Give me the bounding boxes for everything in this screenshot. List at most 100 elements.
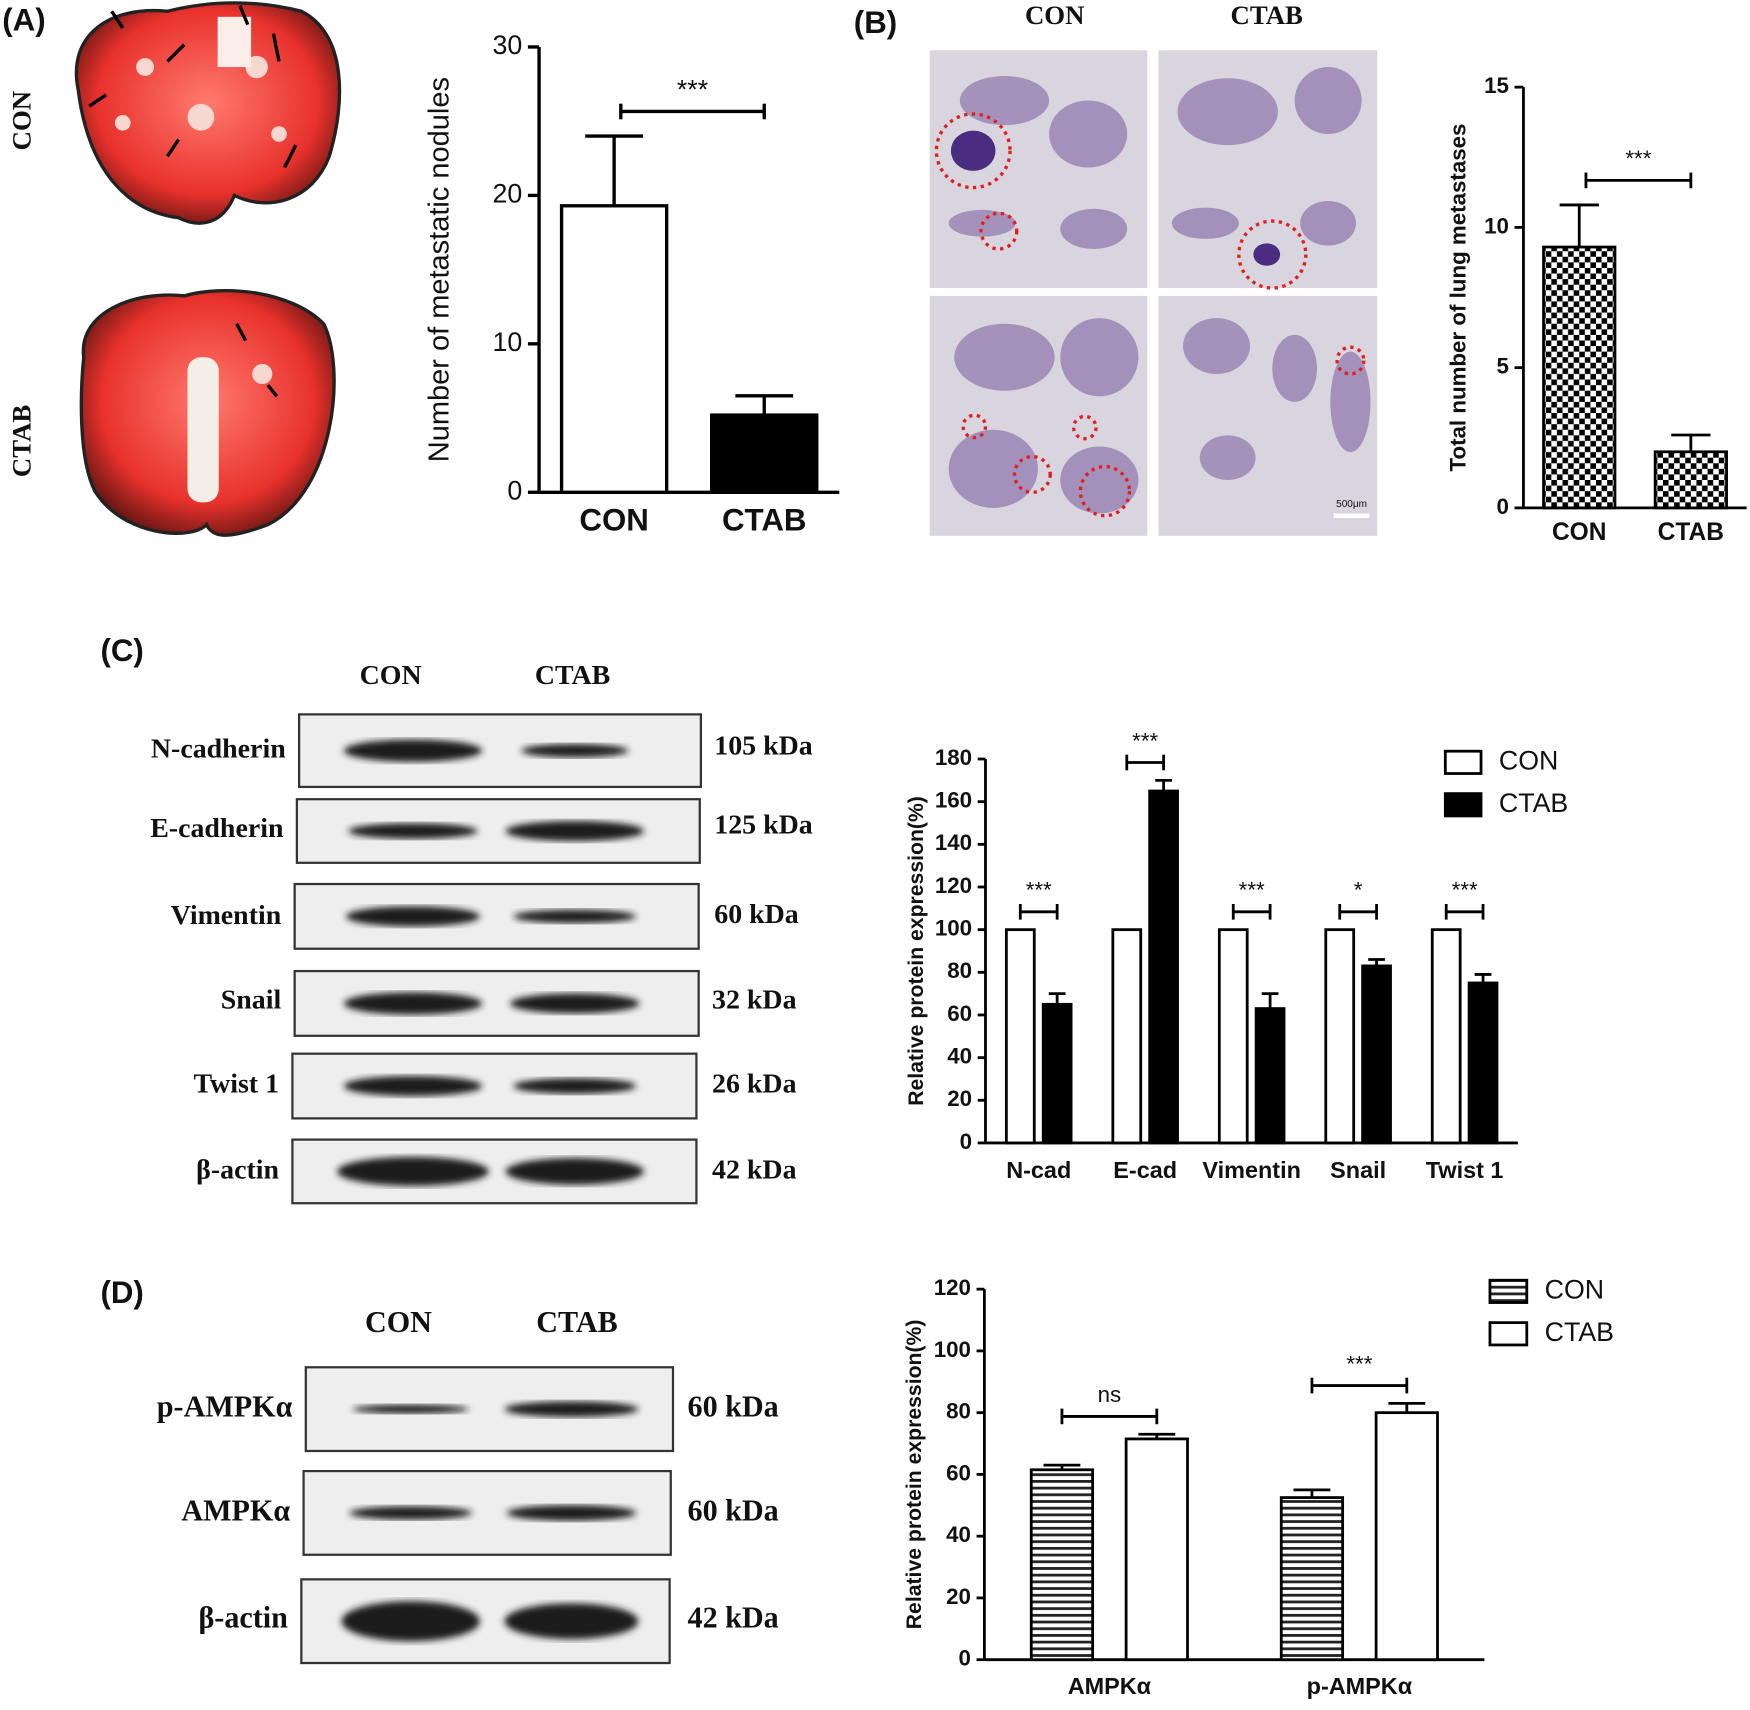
bar bbox=[1111, 928, 1143, 1145]
y-tick-label: 20 bbox=[946, 1584, 971, 1609]
blot-band bbox=[341, 1601, 480, 1642]
molecular-weight: 105 kDa bbox=[714, 730, 812, 761]
blot-band bbox=[513, 909, 637, 924]
lung-photos bbox=[74, 1, 342, 537]
panel-label: (A) bbox=[2, 3, 45, 38]
y-tick-label: 0 bbox=[960, 1129, 972, 1154]
blot-band bbox=[506, 1505, 637, 1521]
bar bbox=[1467, 981, 1499, 1145]
y-tick-label: 100 bbox=[934, 1337, 971, 1362]
x-tick-label: CTAB bbox=[722, 503, 806, 538]
bar bbox=[1279, 1496, 1345, 1662]
y-tick-label: 0 bbox=[1497, 494, 1509, 519]
blot-label: β-actin bbox=[196, 1154, 279, 1185]
column-header: CTAB bbox=[536, 1305, 617, 1339]
y-tick-label: 20 bbox=[947, 1086, 972, 1111]
molecular-weight: 26 kDa bbox=[712, 1068, 797, 1099]
y-axis-label: Relative protein expression(%) bbox=[905, 796, 928, 1106]
significance-label: *** bbox=[1452, 878, 1478, 903]
molecular-weight: 125 kDa bbox=[714, 810, 812, 841]
blot-band bbox=[343, 992, 483, 1015]
molecular-weight: 42 kDa bbox=[688, 1601, 779, 1635]
photo-row-label: CTAB bbox=[7, 405, 37, 478]
x-tick-label: Twist 1 bbox=[1426, 1157, 1504, 1183]
bar bbox=[1324, 928, 1356, 1145]
x-tick-label: Vimentin bbox=[1202, 1157, 1300, 1183]
bar bbox=[1374, 1411, 1439, 1662]
x-tick-label: CON bbox=[1552, 519, 1607, 546]
y-tick-label: 15 bbox=[1484, 73, 1509, 98]
blot-band bbox=[504, 1401, 639, 1417]
significance-label: ns bbox=[1098, 1382, 1122, 1407]
blot-label: E-cadherin bbox=[150, 813, 284, 844]
blot-frame bbox=[297, 713, 703, 789]
x-tick-label: p-AMPKα bbox=[1307, 1673, 1413, 1699]
y-tick-label: 160 bbox=[935, 788, 972, 813]
significance-label: *** bbox=[1625, 146, 1651, 171]
bar bbox=[559, 204, 669, 494]
y-tick-label: 120 bbox=[935, 873, 972, 898]
molecular-weight: 42 kDa bbox=[712, 1154, 797, 1185]
panel-label: (B) bbox=[854, 5, 897, 40]
y-tick-label: 40 bbox=[946, 1522, 971, 1547]
blot-band bbox=[343, 739, 483, 762]
significance-label: *** bbox=[1239, 878, 1265, 903]
blot-band bbox=[337, 1156, 489, 1186]
legend-label: CON bbox=[1499, 745, 1558, 775]
y-tick-label: 120 bbox=[934, 1275, 971, 1300]
blot-band bbox=[521, 743, 629, 758]
bar bbox=[1361, 964, 1392, 1145]
y-tick-label: 180 bbox=[935, 745, 972, 770]
blot-band bbox=[504, 1603, 639, 1640]
y-tick-label: 80 bbox=[946, 1399, 971, 1424]
legend-label: CTAB bbox=[1545, 1317, 1614, 1347]
column-header: CON bbox=[360, 660, 422, 691]
scale-bar-label: 500μm bbox=[1336, 499, 1367, 510]
molecular-weight: 60 kDa bbox=[688, 1390, 779, 1424]
y-axis-label: Total number of lung metastases bbox=[1446, 124, 1471, 472]
significance-label: * bbox=[1354, 878, 1363, 903]
legend-label: CON bbox=[1545, 1274, 1604, 1304]
x-tick-label: AMPKα bbox=[1068, 1673, 1152, 1699]
bar bbox=[1148, 789, 1179, 1145]
legend-swatch bbox=[1488, 1278, 1529, 1304]
blot-band bbox=[513, 1078, 637, 1094]
x-tick-label: CTAB bbox=[1658, 519, 1724, 546]
column-header: CON bbox=[1025, 0, 1084, 30]
y-tick-label: 20 bbox=[493, 178, 523, 208]
significance-label: *** bbox=[677, 74, 708, 104]
blot-label: β-actin bbox=[198, 1601, 288, 1635]
legend-label: CTAB bbox=[1499, 788, 1568, 818]
legend-swatch bbox=[1488, 1321, 1529, 1347]
bar bbox=[1029, 1468, 1095, 1662]
y-tick-label: 5 bbox=[1497, 354, 1509, 379]
blot-band bbox=[352, 1404, 469, 1414]
significance-label: *** bbox=[1346, 1351, 1372, 1376]
blot-label: N-cadherin bbox=[151, 734, 286, 765]
bar bbox=[1653, 450, 1728, 510]
y-tick-label: 10 bbox=[1484, 213, 1509, 238]
y-tick-label: 30 bbox=[493, 30, 523, 60]
legend-swatch bbox=[1443, 749, 1483, 775]
column-header: CON bbox=[365, 1305, 432, 1339]
x-tick-label: N-cad bbox=[1006, 1157, 1071, 1183]
y-axis-label: Relative protein expression(%) bbox=[903, 1320, 926, 1630]
blot-label: Snail bbox=[221, 985, 282, 1016]
y-tick-label: 0 bbox=[959, 1646, 971, 1671]
blot-label: AMPKα bbox=[181, 1493, 290, 1527]
bar bbox=[1542, 245, 1617, 510]
blot-band bbox=[345, 906, 480, 927]
panel-label: (C) bbox=[100, 633, 143, 668]
blot-band bbox=[510, 993, 640, 1014]
bar bbox=[710, 413, 819, 494]
blot-band bbox=[343, 1075, 483, 1097]
y-tick-label: 0 bbox=[507, 475, 522, 505]
bar bbox=[1124, 1437, 1189, 1662]
significance-label: *** bbox=[1026, 878, 1052, 903]
molecular-weight: 60 kDa bbox=[714, 899, 799, 930]
legend-swatch bbox=[1443, 792, 1483, 818]
y-tick-label: 40 bbox=[947, 1044, 972, 1069]
blot-band bbox=[348, 823, 478, 839]
x-tick-label: E-cad bbox=[1113, 1157, 1177, 1183]
